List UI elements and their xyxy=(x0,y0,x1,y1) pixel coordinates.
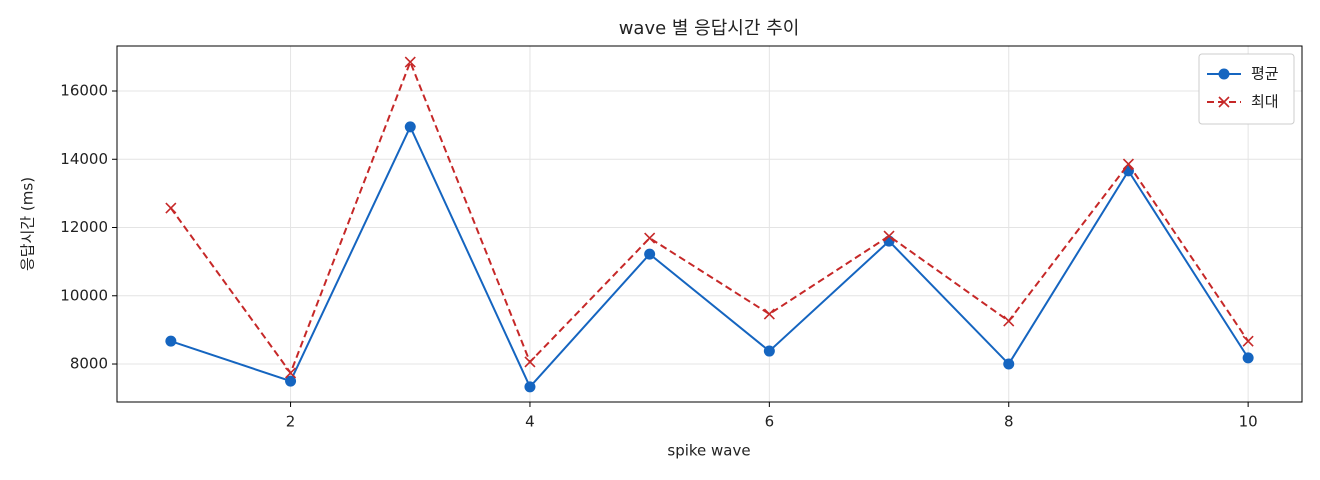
legend-label: 최대 xyxy=(1251,93,1279,111)
marker xyxy=(165,202,177,214)
marker xyxy=(883,235,895,247)
marker xyxy=(763,345,775,357)
marker xyxy=(404,121,416,133)
marker xyxy=(883,230,895,242)
marker xyxy=(1003,358,1015,370)
y-tick-label: 8000 xyxy=(70,355,108,373)
y-axis-label: 응답시간 (ms) xyxy=(19,177,37,271)
marker xyxy=(284,367,297,379)
chart-title: wave 별 응답시간 추이 xyxy=(619,18,800,39)
marker xyxy=(1218,68,1230,80)
marker xyxy=(1242,335,1254,347)
legend-label: 평균 xyxy=(1251,65,1279,83)
series-line xyxy=(170,59,1249,375)
marker xyxy=(1122,158,1135,170)
x-tick-label: 4 xyxy=(525,413,535,431)
x-axis-label: spike wave xyxy=(667,442,750,460)
marker xyxy=(285,375,297,387)
x-tick-label: 8 xyxy=(1004,413,1014,431)
y-tick-label: 12000 xyxy=(60,218,108,236)
y-tick-label: 16000 xyxy=(60,82,108,100)
marker xyxy=(763,308,775,320)
plot-frame xyxy=(116,45,1303,403)
marker xyxy=(1003,315,1015,327)
marker xyxy=(1218,96,1230,108)
legend-box xyxy=(1198,53,1295,125)
marker xyxy=(404,56,416,68)
y-tick-label: 10000 xyxy=(60,286,108,304)
x-tick-label: 10 xyxy=(1239,413,1258,431)
x-tick-label: 6 xyxy=(765,413,775,431)
x-tick-label: 2 xyxy=(286,413,296,431)
y-tick-label: 14000 xyxy=(60,150,108,168)
series-line xyxy=(170,124,1249,389)
marker xyxy=(644,232,656,244)
marker xyxy=(1242,352,1254,364)
marker xyxy=(165,335,177,347)
marker xyxy=(524,356,536,368)
marker xyxy=(524,381,536,393)
marker xyxy=(644,248,656,260)
